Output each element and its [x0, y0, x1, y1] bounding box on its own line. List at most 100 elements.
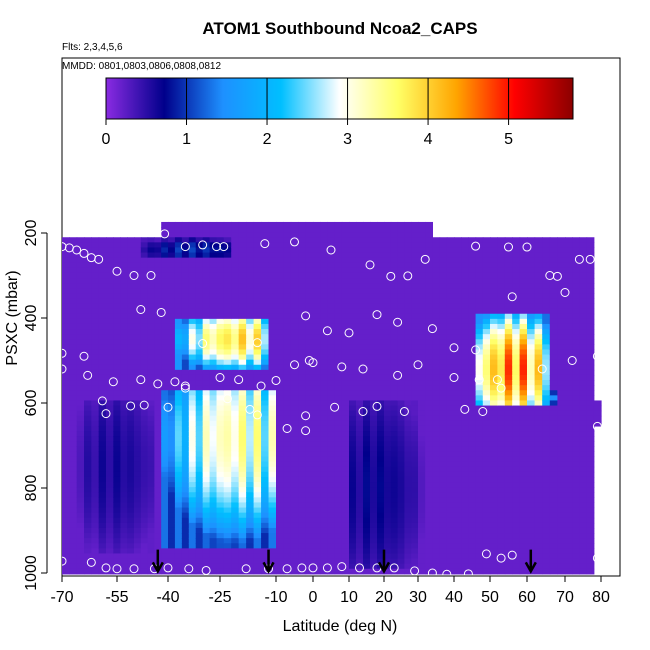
heatmap-cell [439, 257, 448, 264]
heatmap-cell [512, 298, 521, 305]
heatmap-cell [246, 339, 255, 345]
heatmap-cell [439, 492, 448, 498]
heatmap-cell [356, 497, 364, 504]
heatmap-cell [98, 405, 107, 412]
heatmap-cell [404, 527, 412, 534]
heatmap-cell [246, 420, 255, 427]
heatmap-cell [549, 487, 558, 493]
heatmap-cell [497, 267, 506, 274]
heatmap-cell [370, 522, 378, 529]
heatmap-cell [468, 262, 477, 269]
heatmap-cell [519, 334, 528, 340]
heatmap-cell [223, 380, 232, 386]
heatmap-cell [253, 441, 262, 447]
heatmap-cell [223, 364, 232, 371]
heatmap-cell [384, 405, 392, 412]
heatmap-cell [195, 543, 204, 549]
heatmap-cell [253, 517, 262, 524]
heatmap-cell [216, 385, 225, 391]
heatmap-cell [404, 533, 412, 539]
heatmap-cell [161, 502, 169, 509]
heatmap-cell [231, 476, 240, 483]
heatmap-cell [62, 563, 70, 570]
heatmap-cell [261, 533, 270, 539]
heatmap-cell [397, 441, 405, 447]
heatmap-cell [120, 242, 128, 249]
heatmap-cell [411, 568, 419, 575]
heatmap-cell [425, 390, 433, 396]
heatmap-cell [298, 369, 307, 376]
heatmap-cell [147, 512, 155, 519]
heatmap-cell [84, 558, 92, 565]
heatmap-cell [397, 298, 405, 305]
heatmap-cell [504, 558, 513, 565]
heatmap-cell [290, 262, 299, 269]
heatmap-cell [202, 293, 211, 300]
heatmap-cell [519, 267, 528, 274]
heatmap-cell [238, 441, 247, 447]
heatmap-cell [188, 349, 197, 356]
heatmap-cell [384, 482, 392, 488]
heatmap-cell [549, 446, 558, 453]
heatmap-cell [454, 323, 462, 330]
heatmap-cell [519, 329, 528, 335]
heatmap-cell [377, 232, 385, 238]
heatmap-cell [384, 323, 392, 330]
heatmap-cell [404, 354, 412, 361]
heatmap-cell [334, 380, 343, 386]
heatmap-cell [519, 313, 528, 320]
heatmap-cell [202, 466, 211, 473]
heatmap-cell [370, 237, 378, 243]
heatmap-cell [320, 476, 328, 483]
heatmap-cell [246, 543, 255, 549]
heatmap-cell [140, 318, 149, 325]
heatmap-cell [161, 395, 169, 402]
heatmap-cell [154, 257, 162, 264]
heatmap-cell [161, 272, 169, 279]
heatmap-cell [327, 232, 336, 238]
heatmap-cell [572, 400, 580, 407]
heatmap-cell [147, 247, 155, 254]
heatmap-cell [572, 517, 580, 524]
heatmap-cell [261, 227, 270, 233]
heatmap-cell [572, 339, 580, 345]
heatmap-cell [384, 451, 392, 458]
heatmap-cell [62, 461, 70, 468]
heatmap-cell [384, 507, 392, 514]
heatmap-cell [586, 242, 595, 249]
heatmap-cell [534, 313, 543, 320]
heatmap-cell [188, 425, 197, 432]
heatmap-cell [482, 385, 491, 391]
heatmap-cell [454, 364, 462, 371]
heatmap-cell [356, 441, 364, 447]
heatmap-cell [454, 247, 462, 254]
heatmap-cell [161, 456, 169, 463]
heatmap-cell [84, 344, 92, 351]
heatmap-cell [370, 487, 378, 493]
heatmap-cell [461, 395, 469, 402]
heatmap-cell [446, 298, 455, 305]
heatmap-cell [397, 390, 405, 396]
heatmap-cell [527, 466, 536, 473]
heatmap-cell [113, 318, 121, 325]
heatmap-cell [549, 400, 558, 407]
heatmap-cell [565, 390, 573, 396]
heatmap-cell [504, 512, 513, 519]
heatmap-cell [327, 278, 336, 284]
heatmap-cell [439, 400, 448, 407]
heatmap-cell [238, 339, 247, 345]
heatmap-cell [120, 390, 128, 396]
heatmap-cell [98, 272, 107, 279]
heatmap-cell [439, 334, 448, 340]
heatmap-cell [349, 527, 357, 534]
heatmap-cell [370, 502, 378, 509]
heatmap-cell [404, 466, 412, 473]
heatmap-cell [202, 237, 211, 243]
heatmap-cell [377, 278, 385, 284]
heatmap-cell [195, 553, 204, 560]
heatmap-cell [195, 502, 204, 509]
heatmap-cell [390, 563, 399, 570]
heatmap-cell [305, 568, 314, 575]
heatmap-cell [461, 380, 469, 386]
heatmap-cell [113, 354, 121, 361]
